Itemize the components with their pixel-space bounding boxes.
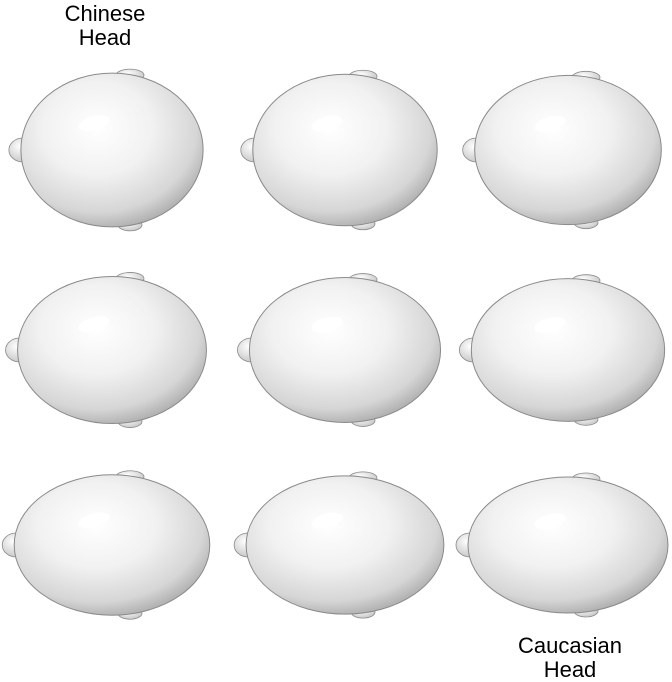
label-caucasian-line1: Caucasian bbox=[518, 633, 622, 658]
highlight-7 bbox=[78, 512, 110, 529]
skull-9 bbox=[467, 476, 669, 614]
skull-1 bbox=[20, 72, 204, 228]
head-3-3 bbox=[455, 472, 669, 618]
head-3-2 bbox=[233, 471, 445, 619]
highlight-5 bbox=[311, 316, 343, 333]
head-1-2 bbox=[240, 69, 438, 231]
highlight-9 bbox=[534, 513, 566, 530]
highlight-3 bbox=[534, 115, 566, 132]
label-chinese-head: Chinese Head bbox=[40, 2, 170, 50]
label-caucasian-line2: Head bbox=[543, 657, 597, 682]
head-3-1 bbox=[1, 470, 211, 620]
highlight-2 bbox=[311, 115, 343, 132]
head-1-3 bbox=[462, 70, 662, 230]
skull-6 bbox=[470, 278, 666, 422]
head-1-1 bbox=[8, 68, 204, 232]
highlight-1 bbox=[78, 115, 110, 132]
skull-8 bbox=[245, 475, 445, 615]
head-2-3 bbox=[458, 274, 666, 426]
label-chinese-line1: Chinese bbox=[64, 1, 146, 26]
skull-4 bbox=[17, 275, 207, 425]
highlight-8 bbox=[311, 512, 343, 529]
label-caucasian-head: Caucasian Head bbox=[500, 634, 640, 682]
skull-3 bbox=[474, 74, 662, 226]
head-2-1 bbox=[5, 272, 207, 428]
highlight-6 bbox=[534, 317, 566, 333]
highlight-4 bbox=[78, 316, 110, 333]
skull-7 bbox=[13, 474, 211, 616]
skull-2 bbox=[252, 73, 438, 227]
head-2-2 bbox=[237, 273, 442, 427]
skull-5 bbox=[248, 277, 442, 423]
label-chinese-line2: Head bbox=[78, 25, 132, 50]
